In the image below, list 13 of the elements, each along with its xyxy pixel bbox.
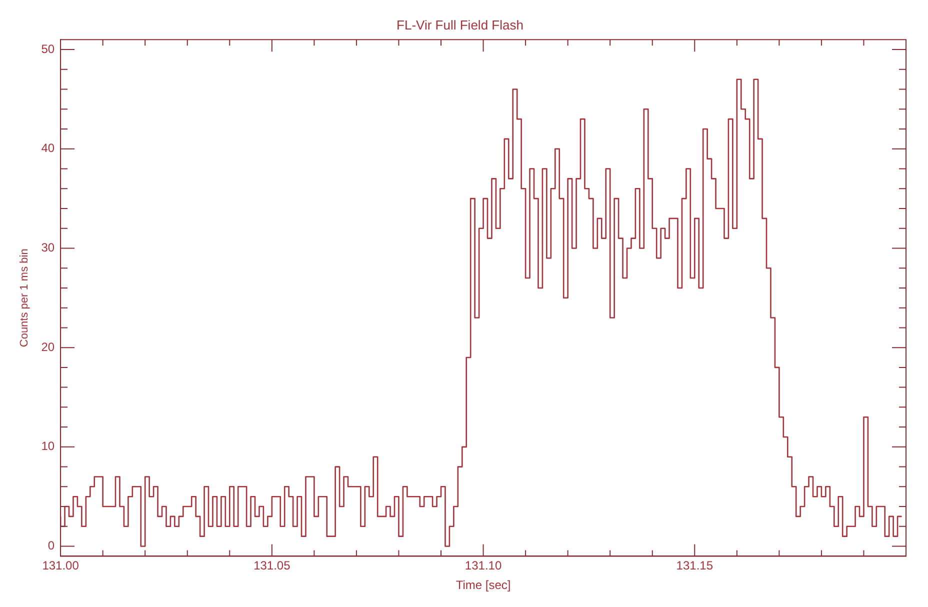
chart-title: FL-Vir Full Field Flash bbox=[396, 17, 524, 32]
y-tick-label: 10 bbox=[41, 439, 55, 454]
y-tick-label: 20 bbox=[41, 340, 55, 354]
y-tick-label: 30 bbox=[41, 240, 55, 255]
x-tick-label: 131.05 bbox=[254, 558, 291, 573]
x-tick-label: 131.10 bbox=[464, 558, 502, 573]
y-tick-label: 40 bbox=[41, 141, 55, 156]
x-tick-label: 131.00 bbox=[42, 558, 80, 573]
y-tick-label: 0 bbox=[48, 538, 55, 553]
y-tick-label: 50 bbox=[41, 42, 55, 56]
y-axis-title: Counts per 1 ms bin bbox=[18, 248, 31, 348]
x-tick-label: 131.15 bbox=[676, 558, 714, 573]
x-axis-title: Time [sec] bbox=[456, 578, 511, 592]
